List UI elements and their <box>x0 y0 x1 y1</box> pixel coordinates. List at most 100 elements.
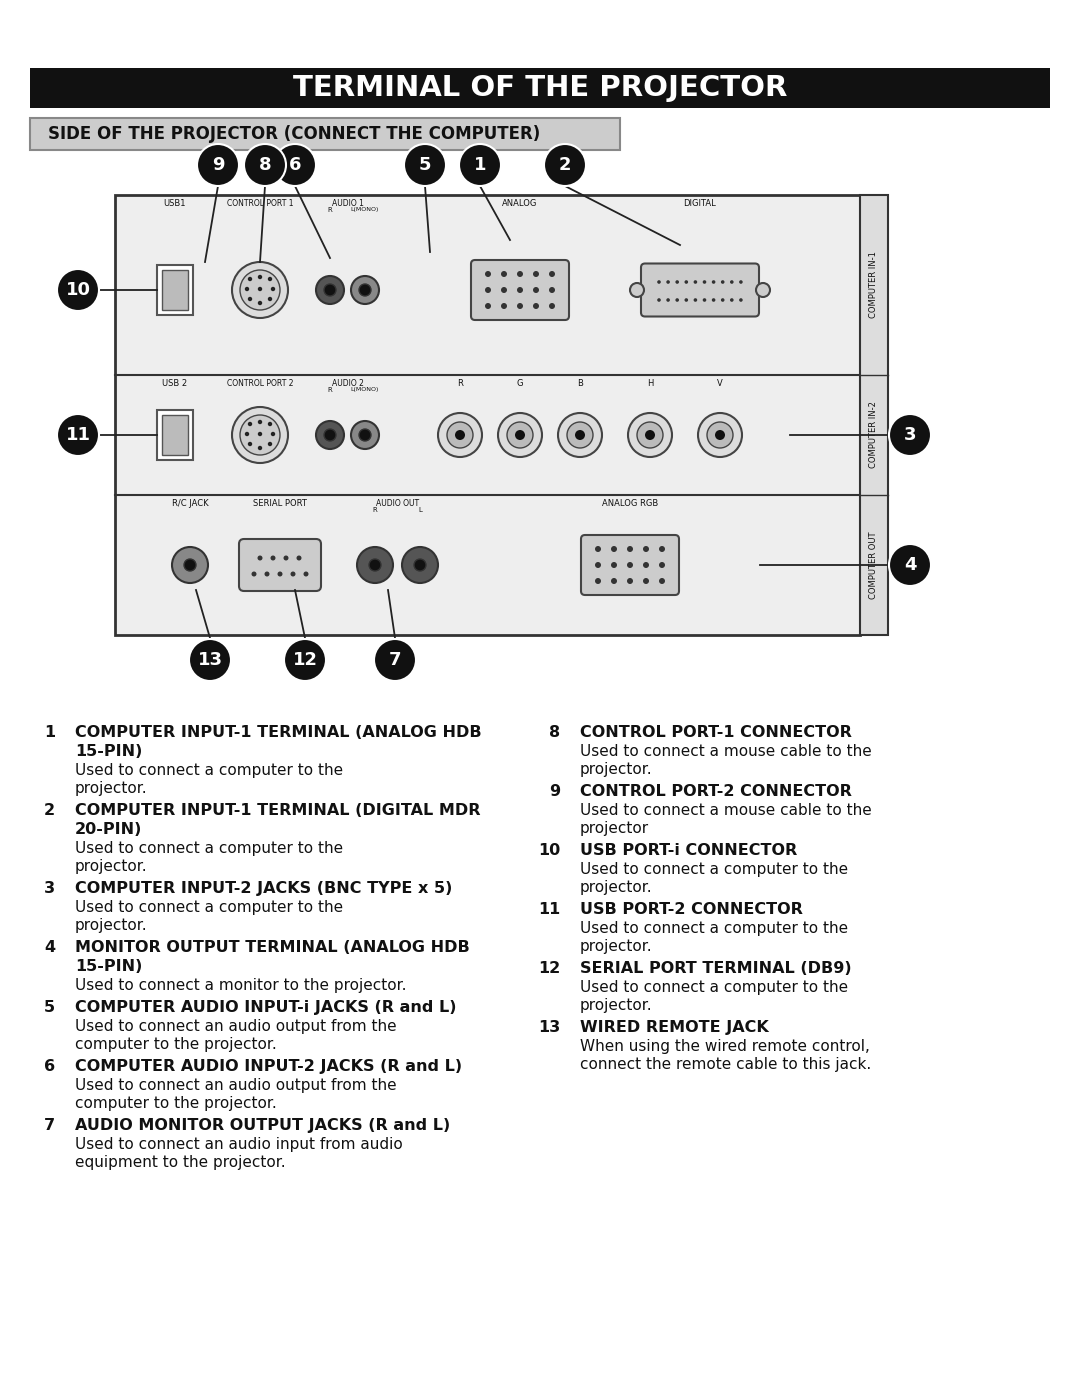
Circle shape <box>245 432 249 436</box>
Text: 10: 10 <box>66 281 91 299</box>
Circle shape <box>517 303 523 309</box>
Circle shape <box>659 546 665 552</box>
FancyBboxPatch shape <box>581 535 679 595</box>
Circle shape <box>184 559 195 571</box>
Circle shape <box>595 562 600 569</box>
Circle shape <box>643 546 649 552</box>
Text: 2: 2 <box>44 803 55 819</box>
Circle shape <box>627 578 633 584</box>
Circle shape <box>351 420 379 448</box>
Text: 5: 5 <box>44 1000 55 1016</box>
Circle shape <box>257 556 262 560</box>
Circle shape <box>274 144 316 186</box>
Circle shape <box>756 284 770 298</box>
Circle shape <box>271 432 275 436</box>
Circle shape <box>501 303 507 309</box>
Text: Used to connect a computer to the: Used to connect a computer to the <box>75 763 343 778</box>
Text: COMPUTER IN-2: COMPUTER IN-2 <box>869 401 878 468</box>
Text: projector.: projector. <box>580 939 652 954</box>
Text: Used to connect a computer to the: Used to connect a computer to the <box>580 921 848 936</box>
Circle shape <box>575 430 585 440</box>
Text: 1: 1 <box>44 725 55 740</box>
Text: 4: 4 <box>904 556 916 574</box>
Circle shape <box>268 277 272 281</box>
Text: 8: 8 <box>549 725 561 740</box>
Text: 9: 9 <box>212 156 225 175</box>
Circle shape <box>359 429 372 441</box>
Circle shape <box>351 277 379 305</box>
Circle shape <box>730 298 733 302</box>
Circle shape <box>645 430 654 440</box>
Text: Used to connect an audio output from the: Used to connect an audio output from the <box>75 1078 396 1092</box>
Circle shape <box>268 441 272 446</box>
Circle shape <box>730 281 733 284</box>
Text: ANALOG RGB: ANALOG RGB <box>602 499 658 509</box>
Text: CONTROL PORT 1: CONTROL PORT 1 <box>227 198 294 208</box>
Circle shape <box>739 298 743 302</box>
Circle shape <box>507 422 534 448</box>
Text: R: R <box>327 387 333 393</box>
Circle shape <box>197 144 239 186</box>
Text: 12: 12 <box>538 961 561 977</box>
Text: AUDIO OUT: AUDIO OUT <box>376 499 419 509</box>
Text: H: H <box>647 379 653 388</box>
Text: COMPUTER INPUT-1 TERMINAL (ANALOG HDB: COMPUTER INPUT-1 TERMINAL (ANALOG HDB <box>75 725 482 740</box>
Bar <box>162 415 188 455</box>
Circle shape <box>703 281 706 284</box>
Circle shape <box>369 559 381 571</box>
Circle shape <box>611 546 617 552</box>
Circle shape <box>268 422 272 426</box>
Text: 6: 6 <box>44 1059 55 1074</box>
Text: USB PORT-i CONNECTOR: USB PORT-i CONNECTOR <box>580 842 797 858</box>
Text: ANALOG: ANALOG <box>502 198 538 208</box>
Circle shape <box>515 430 525 440</box>
Circle shape <box>643 578 649 584</box>
Circle shape <box>258 432 262 436</box>
Circle shape <box>172 548 208 583</box>
Circle shape <box>501 271 507 277</box>
Circle shape <box>402 548 438 583</box>
Circle shape <box>278 571 283 577</box>
Circle shape <box>244 144 286 186</box>
Circle shape <box>693 281 698 284</box>
Circle shape <box>359 284 372 296</box>
Circle shape <box>534 303 539 309</box>
Circle shape <box>595 546 600 552</box>
Circle shape <box>245 286 249 291</box>
Text: L: L <box>418 507 422 513</box>
Circle shape <box>270 556 275 560</box>
Text: AUDIO MONITOR OUTPUT JACKS (R and L): AUDIO MONITOR OUTPUT JACKS (R and L) <box>75 1118 450 1133</box>
Text: L(MONO): L(MONO) <box>351 207 379 212</box>
Circle shape <box>549 271 555 277</box>
Circle shape <box>447 422 473 448</box>
Circle shape <box>247 296 253 302</box>
Circle shape <box>357 548 393 583</box>
FancyBboxPatch shape <box>642 264 759 317</box>
Circle shape <box>693 298 698 302</box>
Circle shape <box>637 422 663 448</box>
Text: MONITOR OUTPUT TERMINAL (ANALOG HDB: MONITOR OUTPUT TERMINAL (ANALOG HDB <box>75 940 470 956</box>
Circle shape <box>558 414 602 457</box>
Text: Used to connect a monitor to the projector.: Used to connect a monitor to the project… <box>75 978 406 993</box>
Circle shape <box>739 281 743 284</box>
Bar <box>30 68 1050 108</box>
Circle shape <box>258 300 262 305</box>
Circle shape <box>297 556 301 560</box>
Circle shape <box>666 281 670 284</box>
Text: 13: 13 <box>538 1020 561 1035</box>
Text: R: R <box>457 379 463 388</box>
Text: 20-PIN): 20-PIN) <box>75 821 143 837</box>
Circle shape <box>658 298 661 302</box>
Circle shape <box>291 571 296 577</box>
Text: V: V <box>717 379 723 388</box>
Circle shape <box>659 562 665 569</box>
Text: computer to the projector.: computer to the projector. <box>75 1037 276 1052</box>
Circle shape <box>57 414 99 455</box>
Circle shape <box>721 298 725 302</box>
Text: 15-PIN): 15-PIN) <box>75 745 143 759</box>
Circle shape <box>544 144 586 186</box>
Text: B: B <box>577 379 583 388</box>
Circle shape <box>374 638 416 680</box>
Text: connect the remote cable to this jack.: connect the remote cable to this jack. <box>580 1058 872 1071</box>
Circle shape <box>247 277 253 281</box>
